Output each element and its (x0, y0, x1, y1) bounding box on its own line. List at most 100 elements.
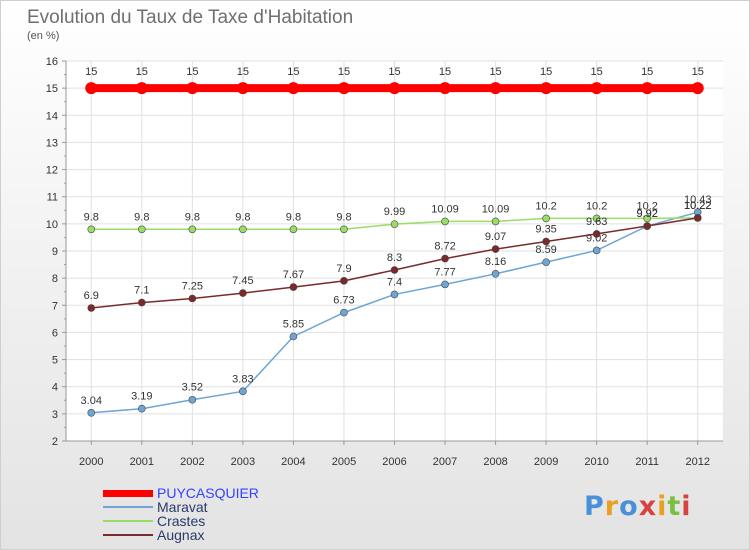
data-point (337, 82, 350, 95)
data-label: 10.2 (586, 200, 607, 212)
data-point (188, 225, 197, 234)
data-point (542, 214, 550, 223)
data-label: 7.67 (283, 269, 304, 281)
data-label: 3.83 (232, 373, 253, 385)
data-label: 10.43 (684, 194, 712, 206)
data-label: 7.45 (232, 275, 253, 287)
data-point (542, 258, 550, 266)
data-label: 7.77 (434, 266, 455, 278)
x-tick-label: 2004 (281, 456, 305, 468)
data-point (188, 294, 197, 303)
logo-letter: t (667, 491, 682, 522)
x-tick-label: 2005 (332, 456, 356, 468)
y-tick-label: 13 (46, 137, 58, 149)
x-tick-label: 2000 (79, 456, 103, 468)
data-point (439, 82, 452, 95)
data-point (641, 82, 654, 95)
data-label: 8.72 (434, 241, 455, 253)
data-point (239, 225, 247, 234)
data-label: 9.63 (586, 216, 607, 228)
data-label: 8.16 (485, 256, 506, 268)
x-tick-label: 2008 (483, 456, 507, 468)
data-point (643, 214, 651, 223)
data-label: 9.92 (636, 208, 657, 220)
data-label: 6.73 (333, 295, 354, 307)
data-point (340, 308, 348, 317)
legend-item: Crastes (103, 514, 259, 528)
data-point (491, 217, 500, 226)
data-label: 9.8 (84, 211, 99, 223)
data-point (590, 82, 603, 95)
data-label: 8.3 (387, 252, 402, 264)
data-label: 10.22 (684, 200, 712, 212)
data-point (289, 225, 298, 234)
data-label: 7.9 (336, 263, 351, 275)
y-tick-label: 6 (52, 327, 58, 339)
chart-legend: PUYCASQUIER Maravat Crastes Augnax (103, 486, 259, 542)
data-point (87, 225, 96, 234)
y-tick-label: 3 (52, 409, 58, 421)
data-point (691, 82, 704, 95)
data-label: 15 (388, 66, 400, 78)
data-point (693, 214, 702, 222)
x-tick-label: 2011 (635, 456, 659, 468)
data-point (188, 395, 197, 404)
data-point (138, 404, 146, 413)
legend-label: Maravat (157, 499, 208, 515)
data-point (186, 82, 199, 95)
x-tick-label: 2009 (534, 456, 558, 468)
data-point (592, 246, 601, 255)
legend-item: Maravat (103, 500, 259, 514)
data-label: 5.85 (283, 319, 304, 331)
x-tick-label: 2001 (130, 456, 154, 468)
y-tick-label: 16 (46, 56, 58, 68)
legend-swatch (103, 489, 153, 497)
data-label: 15 (692, 66, 704, 78)
data-point (441, 280, 449, 289)
x-tick-label: 2010 (584, 456, 608, 468)
y-tick-label: 9 (52, 246, 58, 258)
data-label: 15 (591, 66, 603, 78)
data-label: 10.2 (636, 200, 657, 212)
legend-item: PUYCASQUIER (103, 486, 259, 500)
legend-label: PUYCASQUIER (157, 485, 259, 501)
data-point (592, 214, 601, 223)
data-point (138, 225, 146, 234)
data-point (540, 82, 553, 95)
y-tick-label: 8 (52, 273, 58, 285)
data-point (489, 82, 502, 95)
logo-letter: P (584, 491, 605, 522)
data-point (390, 290, 399, 299)
proxiti-logo: Proxiti (584, 491, 692, 522)
data-label: 9.8 (185, 211, 200, 223)
logo-letter: o (619, 491, 639, 522)
data-point (491, 245, 500, 253)
data-label: 9.07 (485, 231, 506, 243)
data-label: 10.22 (684, 200, 712, 212)
data-label: 15 (439, 66, 451, 78)
data-point (388, 82, 401, 95)
y-tick-label: 14 (46, 110, 58, 122)
data-label: 10.2 (535, 200, 556, 212)
data-label: 9.99 (384, 206, 405, 218)
data-point (491, 269, 500, 278)
x-tick-label: 2002 (180, 456, 204, 468)
y-tick-label: 11 (47, 192, 58, 204)
data-point (87, 408, 96, 417)
data-label: 9.8 (336, 211, 351, 223)
data-point (239, 289, 247, 297)
data-point (390, 220, 399, 228)
data-label: 10.09 (431, 203, 459, 215)
legend-swatch (103, 534, 153, 536)
y-tick-label: 4 (52, 382, 58, 394)
data-point (289, 332, 298, 341)
y-tick-label: 15 (46, 83, 58, 95)
chart-title: Evolution du Taux de Taxe d'Habitation (27, 7, 354, 28)
logo-letter: i (681, 491, 692, 522)
logo-letter: r (604, 491, 620, 522)
x-tick-label: 2007 (433, 456, 457, 468)
data-label: 9.92 (636, 208, 657, 220)
logo-letter: x (638, 491, 658, 522)
data-point (542, 237, 550, 246)
